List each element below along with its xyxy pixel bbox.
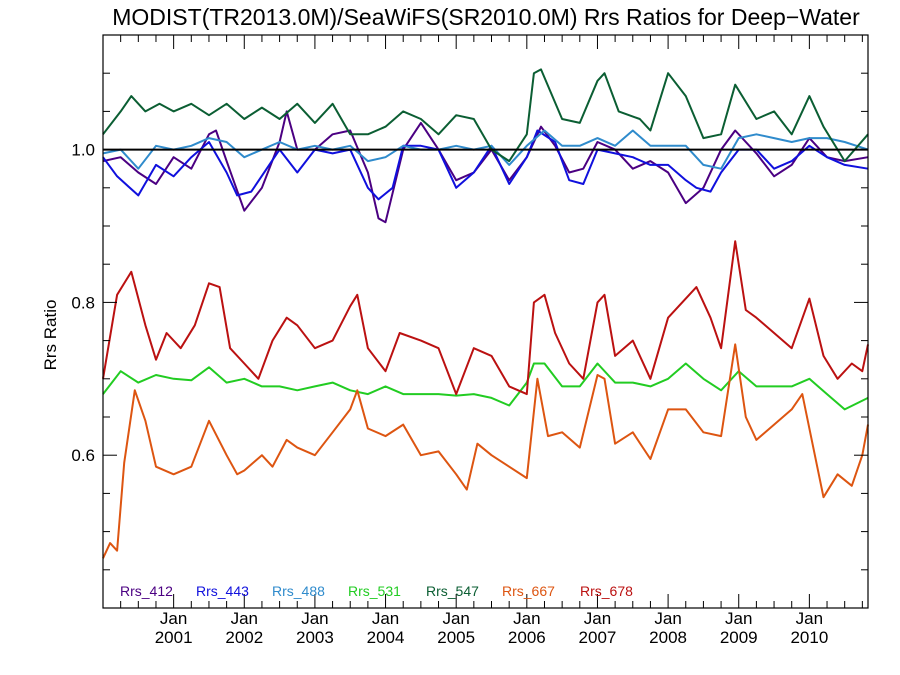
legend-entry-rrs-412: Rrs_412	[120, 583, 173, 599]
x-tick-label-year: 2001	[155, 628, 193, 647]
legend-entry-rrs-488: Rrs_488	[272, 583, 325, 599]
legend-entry-rrs-678: Rrs_678	[580, 583, 633, 599]
x-tick-label-month: Jan	[654, 609, 681, 628]
x-tick-label-year: 2002	[225, 628, 263, 647]
legend: Rrs_412 Rrs_443 Rrs_488 Rrs_531 Rrs_547 Rrs_6…	[120, 583, 633, 599]
y-tick-label: 1.0	[71, 141, 95, 160]
plot-frame	[102, 34, 869, 609]
legend-entry-rrs-667: Rrs_667	[502, 583, 555, 599]
x-tick-label-month: Jan	[442, 609, 469, 628]
x-tick-label-month: Jan	[584, 609, 611, 628]
x-tick-label-month: Jan	[796, 609, 823, 628]
x-tick-label-year: 2010	[790, 628, 828, 647]
series-line-rrs-678	[102, 240, 869, 396]
series-lines	[102, 68, 869, 559]
chart-title: MODIST(TR2013.0M)/SeaWiFS(SR2010.0M) Rrs…	[112, 4, 860, 30]
x-tick-label-month: Jan	[231, 609, 258, 628]
y-axis-label: Rrs Ratio	[41, 300, 60, 371]
legend-entry-rrs-547: Rrs_547	[426, 583, 479, 599]
series-line-rrs-488	[102, 129, 869, 170]
x-tick-label-year: 2009	[720, 628, 758, 647]
x-tick-label-month: Jan	[301, 609, 328, 628]
x-tick-label-month: Jan	[513, 609, 540, 628]
x-tick-label-month: Jan	[372, 609, 399, 628]
x-tick-label-year: 2004	[367, 628, 405, 647]
x-tick-label-month: Jan	[725, 609, 752, 628]
y-tick-label: 0.6	[71, 446, 95, 465]
x-tick-label-year: 2005	[437, 628, 475, 647]
x-tick-label-year: 2006	[508, 628, 546, 647]
axis-ticks: 0.60.81.0Jan2001Jan2002Jan2003Jan2004Jan…	[71, 35, 868, 647]
x-tick-label-year: 2007	[579, 628, 617, 647]
series-line-rrs-531	[102, 362, 869, 411]
legend-entry-rrs-443: Rrs_443	[196, 583, 249, 599]
series-line-rrs-667	[102, 343, 869, 559]
x-tick-label-year: 2008	[649, 628, 687, 647]
series-line-rrs-412	[102, 110, 869, 224]
y-tick-label: 0.8	[71, 293, 95, 312]
x-tick-label-month: Jan	[160, 609, 187, 628]
legend-entry-rrs-531: Rrs_531	[348, 583, 401, 599]
x-tick-label-year: 2003	[296, 628, 334, 647]
